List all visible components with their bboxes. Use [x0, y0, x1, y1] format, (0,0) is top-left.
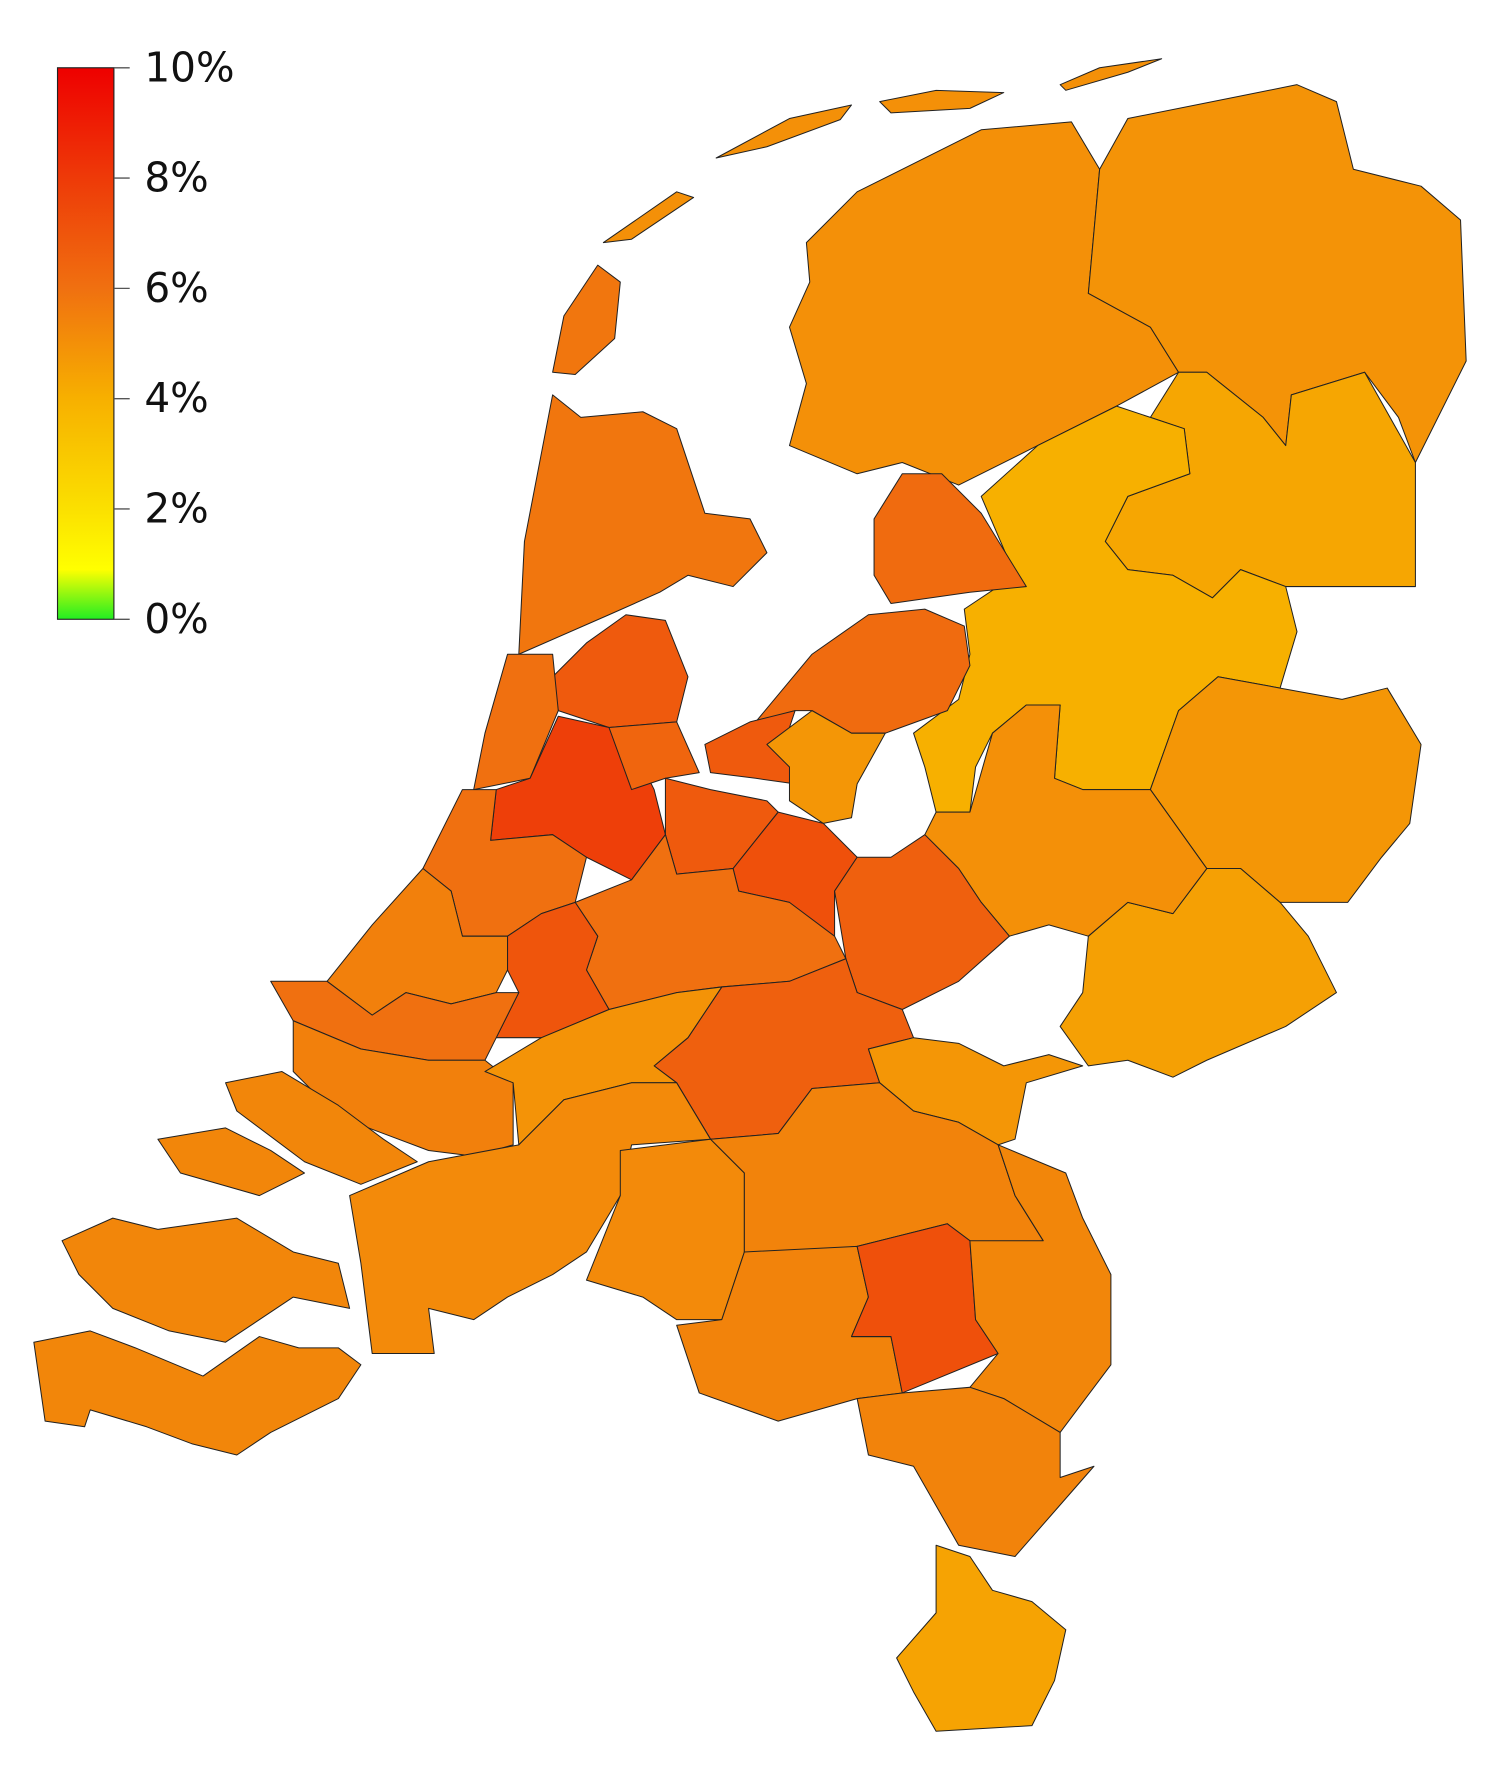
map-region	[856, 1386, 1095, 1557]
map-region	[873, 473, 1027, 604]
map-region	[157, 1127, 306, 1197]
legend-tick-label: 4%	[144, 374, 208, 422]
color-legend: 0% 2% 4% 6% 8% 10%	[56, 43, 235, 643]
legend-tick-label: 2%	[144, 485, 208, 533]
map-region	[1087, 84, 1467, 464]
legend-tick-label: 0%	[144, 595, 208, 643]
map-region	[850, 1223, 999, 1394]
map-region	[896, 1544, 1067, 1732]
map-region	[879, 89, 1005, 114]
map-region	[33, 1330, 362, 1456]
map-region	[715, 104, 853, 159]
map-region	[225, 1071, 418, 1185]
map-region	[518, 394, 768, 655]
legend-color-bar	[56, 67, 115, 620]
regions-layer	[33, 58, 1467, 1732]
legend-tick-label: 6%	[144, 264, 208, 312]
map-region	[1059, 58, 1163, 91]
map-region	[608, 721, 700, 791]
map-region	[552, 614, 689, 729]
map-region	[552, 264, 621, 376]
legend-tick-label: 10%	[144, 43, 234, 91]
map-region	[61, 1217, 351, 1343]
legend-tick-label: 8%	[144, 154, 208, 202]
map-region	[602, 191, 695, 244]
map-region	[766, 710, 886, 824]
